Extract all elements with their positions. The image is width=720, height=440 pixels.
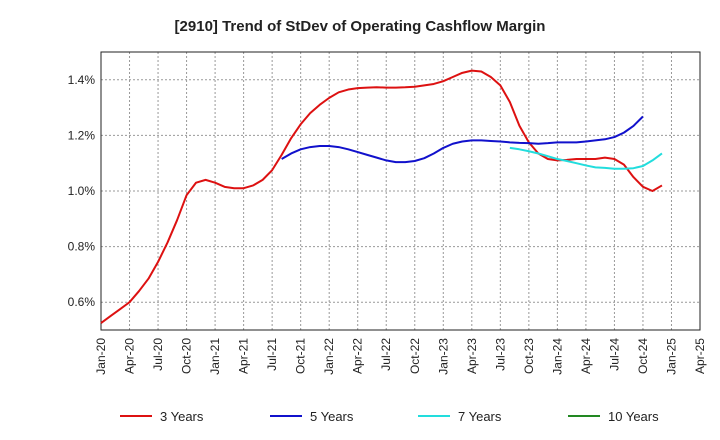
x-tick-label: Apr-23 [465, 338, 479, 374]
x-tick-label: Jan-25 [664, 338, 678, 375]
x-tick-label: Jul-24 [607, 338, 621, 371]
x-tick-label: Jul-23 [493, 338, 507, 371]
x-tick-label: Apr-20 [123, 338, 137, 374]
x-tick-label: Jan-24 [550, 338, 564, 375]
x-tick-label: Apr-25 [693, 338, 707, 374]
legend-label: 5 Years [310, 409, 354, 424]
series-lines [100, 69, 663, 324]
x-tick-label: Apr-22 [351, 338, 365, 374]
x-tick-label: Oct-24 [636, 338, 650, 374]
x-tick-label: Jan-20 [94, 338, 108, 375]
x-tick-label: Oct-20 [180, 338, 194, 374]
y-tick-label: 0.8% [68, 240, 96, 254]
x-tick-label: Jul-20 [151, 338, 165, 371]
x-tick-label: Apr-21 [237, 338, 251, 374]
x-tick-label: Jul-21 [265, 338, 279, 371]
x-tick-label: Oct-21 [294, 338, 308, 374]
chart-title: [2910] Trend of StDev of Operating Cashf… [175, 18, 546, 35]
x-tick-label: Oct-23 [522, 338, 536, 374]
x-tick-label: Jul-22 [379, 338, 393, 371]
legend-label: 10 Years [608, 409, 659, 424]
legend-label: 7 Years [458, 409, 502, 424]
legend-label: 3 Years [160, 409, 204, 424]
y-tick-label: 1.0% [68, 184, 96, 198]
y-tick-label: 1.4% [68, 73, 96, 87]
series-line-3 [509, 146, 663, 170]
legend: 3 Years 5 Years 7 Years 10 Years [120, 409, 659, 424]
series-line-2 [281, 115, 644, 164]
x-tick-label: Jan-22 [322, 338, 336, 375]
plot-frame [100, 51, 701, 331]
y-tick-label: 1.2% [68, 128, 96, 142]
x-tick-label: Jan-23 [436, 338, 450, 375]
y-axis-ticks: 0.6% 0.8% 1.0% 1.2% 1.4% [68, 73, 96, 309]
x-tick-label: Apr-24 [579, 338, 593, 374]
x-tick-label: Jan-21 [208, 338, 222, 375]
series-line-1 [100, 69, 663, 324]
y-tick-label: 0.6% [68, 295, 96, 309]
x-axis-ticks: Jan-20 Apr-20 Jul-20 Oct-20 Jan-21 Apr-21 Jul-… [94, 338, 707, 375]
x-tick-label: Oct-22 [408, 338, 422, 374]
